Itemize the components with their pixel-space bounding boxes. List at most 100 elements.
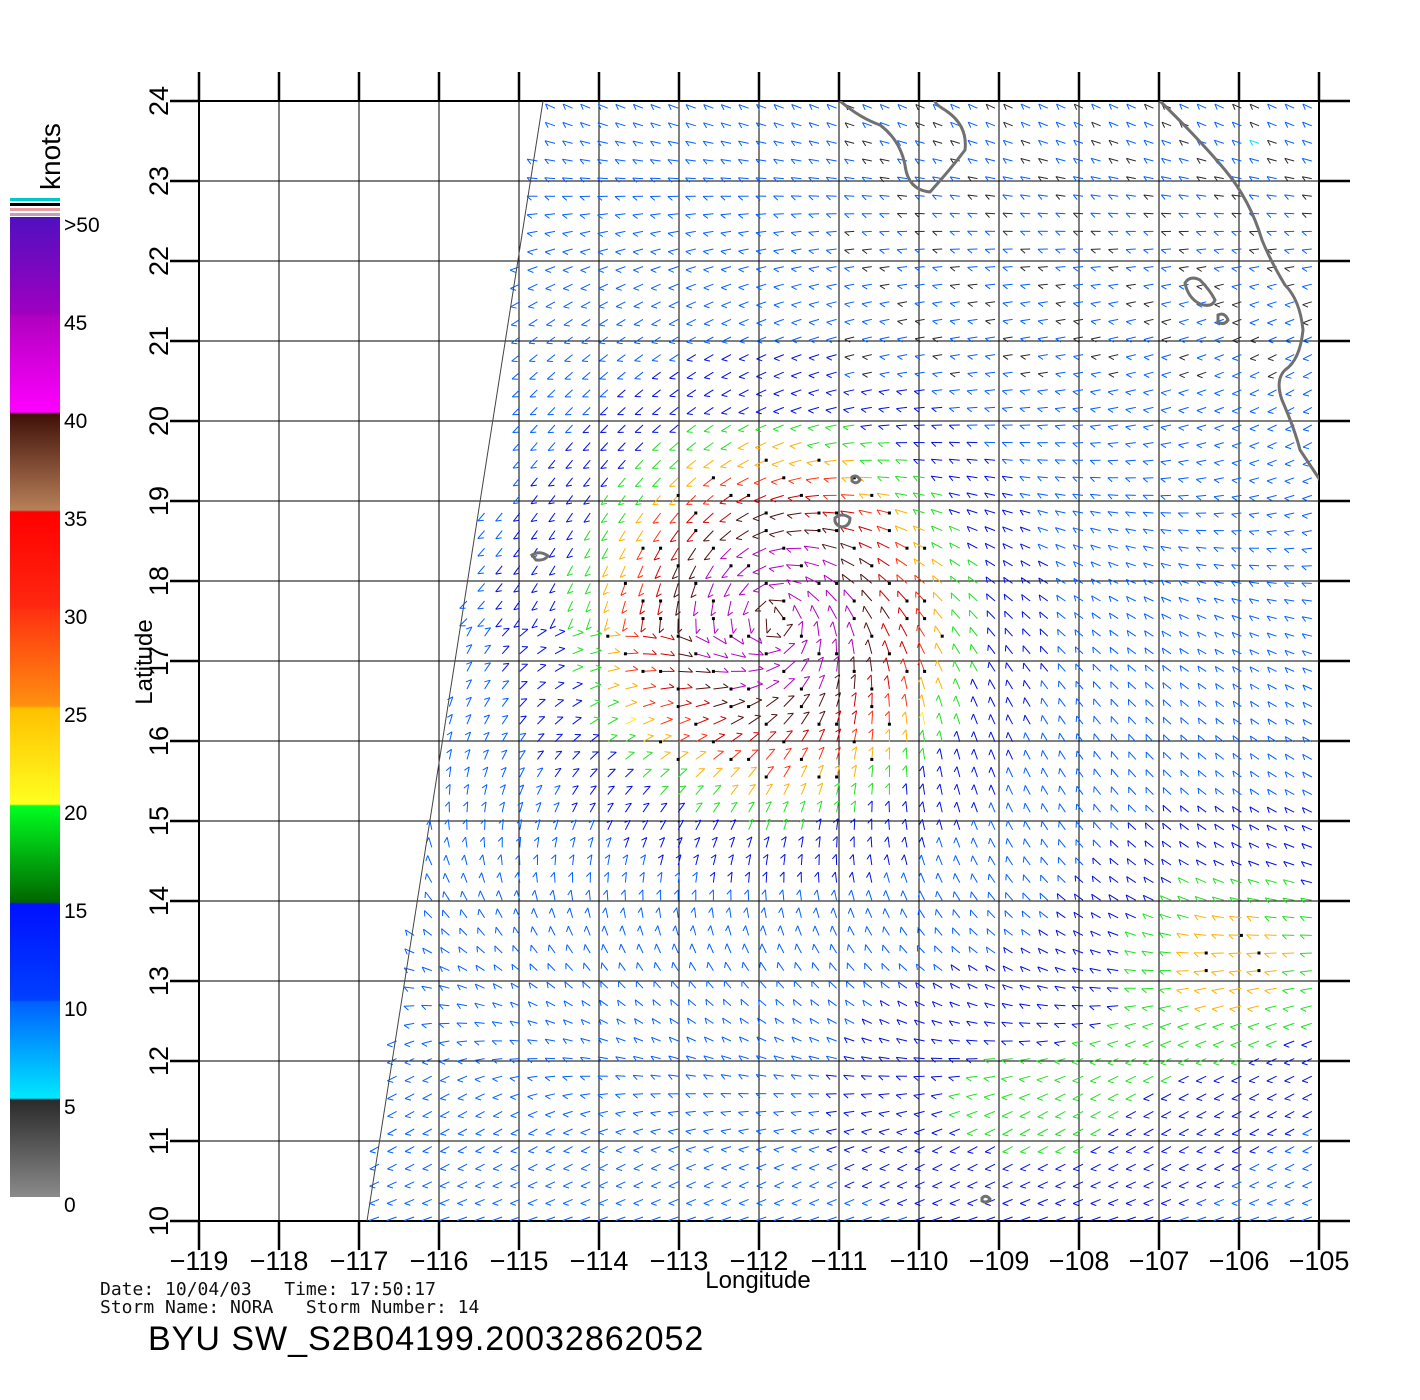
wind-vector (567, 925, 574, 936)
wind-vector-barb (881, 640, 886, 647)
wind-vector-barb (600, 502, 607, 505)
wind-vector (818, 800, 823, 813)
wind-vector (1090, 949, 1101, 954)
wind-vector (519, 715, 527, 725)
wind-vector-barb (915, 982, 918, 989)
wind-vector (1179, 840, 1189, 848)
wind-vector-barb (768, 551, 775, 555)
wind-vector (369, 1163, 380, 1170)
wind-vector (1107, 1022, 1119, 1026)
wind-vector (624, 820, 631, 831)
wind-vector-barb (1125, 894, 1129, 901)
wind-vector (861, 1198, 872, 1204)
wind-vector (617, 999, 626, 1007)
wind-vector (956, 784, 961, 795)
wind-vector (708, 943, 714, 954)
wind-vector (1214, 597, 1224, 602)
wind-vector-barb (756, 1167, 763, 1171)
wind-vector (440, 1128, 450, 1135)
wind-vector-barb (800, 782, 807, 787)
wind-vector-barb (1249, 445, 1256, 449)
wind-vector-barb (1054, 493, 1060, 499)
wind-vector-barb (1231, 530, 1237, 536)
wind-vector (1178, 580, 1189, 584)
wind-vector (865, 622, 873, 637)
wind-vector (600, 512, 609, 523)
wind-vector (721, 1198, 732, 1204)
wind-vector-barb (840, 494, 846, 500)
wind-vector-barb (1284, 531, 1290, 536)
wind-vector (650, 1216, 661, 1221)
wind-vector (703, 389, 714, 397)
wind-vector (720, 459, 732, 468)
wind-vector-barb (914, 575, 916, 582)
wind-vector (726, 943, 732, 954)
wind-vector (688, 565, 697, 580)
wind-vector (551, 907, 556, 918)
wind-vector (1284, 477, 1295, 482)
wind-vector (562, 1110, 573, 1115)
wind-vector-barb (843, 1056, 848, 1062)
wind-vector-barb (703, 467, 710, 469)
wind-vector (1246, 970, 1260, 973)
wind-vector-barb (772, 428, 779, 432)
wind-vector (1214, 823, 1225, 831)
wind-vector-barb (563, 1185, 570, 1189)
wind-vector-barb (1213, 1062, 1220, 1066)
wind-vector-barb (1196, 427, 1203, 431)
wind-vector-barb (756, 1149, 762, 1153)
rain-flag (799, 634, 803, 638)
wind-vector-barb (477, 519, 484, 522)
wind-vector (652, 530, 662, 542)
wind-vector-barb (849, 656, 855, 662)
wind-vector (931, 406, 943, 409)
wind-vector-barb (952, 660, 955, 667)
wind-vector-barb (1071, 986, 1077, 992)
wind-vector-barb (1142, 528, 1148, 535)
wind-vector-barb (722, 1017, 725, 1024)
wind-vector-barb (1284, 599, 1289, 605)
wind-vector (790, 424, 802, 430)
wind-vector-barb (466, 661, 472, 665)
wind-vector-barb (618, 503, 625, 506)
wind-vector (633, 1055, 644, 1060)
wind-vector (983, 1075, 996, 1079)
wind-vector (1023, 662, 1031, 672)
wind-vector-barb (1106, 968, 1112, 974)
wind-vector (769, 547, 784, 552)
wind-vector-barb (816, 800, 823, 805)
wind-vector-barb (779, 871, 785, 877)
wind-vector-barb (443, 855, 447, 861)
wind-vector (466, 766, 470, 778)
wind-vector (783, 730, 793, 743)
wind-vector (1020, 1198, 1031, 1204)
wind-vector (827, 999, 837, 1007)
wind-vector-barb (618, 943, 622, 951)
rain-flag (870, 687, 874, 691)
wind-vector (885, 890, 890, 901)
wind-vector-barb (693, 611, 699, 617)
wind-vector (1249, 530, 1260, 532)
wind-vector-barb (527, 1114, 534, 1118)
rain-flag (782, 476, 786, 480)
wind-vector-barb (896, 408, 902, 413)
wind-vector-barb (864, 639, 869, 646)
wind-vector (619, 547, 626, 560)
wind-vector (730, 784, 739, 795)
wind-vector-barb (707, 925, 712, 932)
wind-vector-barb (1090, 578, 1094, 585)
wind-vector (554, 733, 563, 743)
wind-vector-barb (970, 819, 974, 826)
wind-vector (755, 1110, 767, 1113)
wind-vector (721, 1036, 732, 1042)
wind-vector-barb (1301, 532, 1308, 537)
wind-vector (1124, 1005, 1136, 1008)
wind-vector (1093, 803, 1101, 813)
wind-vector (707, 583, 714, 598)
wind-vector-barb (878, 1094, 884, 1099)
wind-vector-barb (1194, 1008, 1201, 1013)
wind-vector (1110, 681, 1119, 690)
wind-vector (1019, 459, 1031, 461)
wind-vector (1285, 736, 1295, 743)
wind-vector-barb (885, 728, 890, 735)
